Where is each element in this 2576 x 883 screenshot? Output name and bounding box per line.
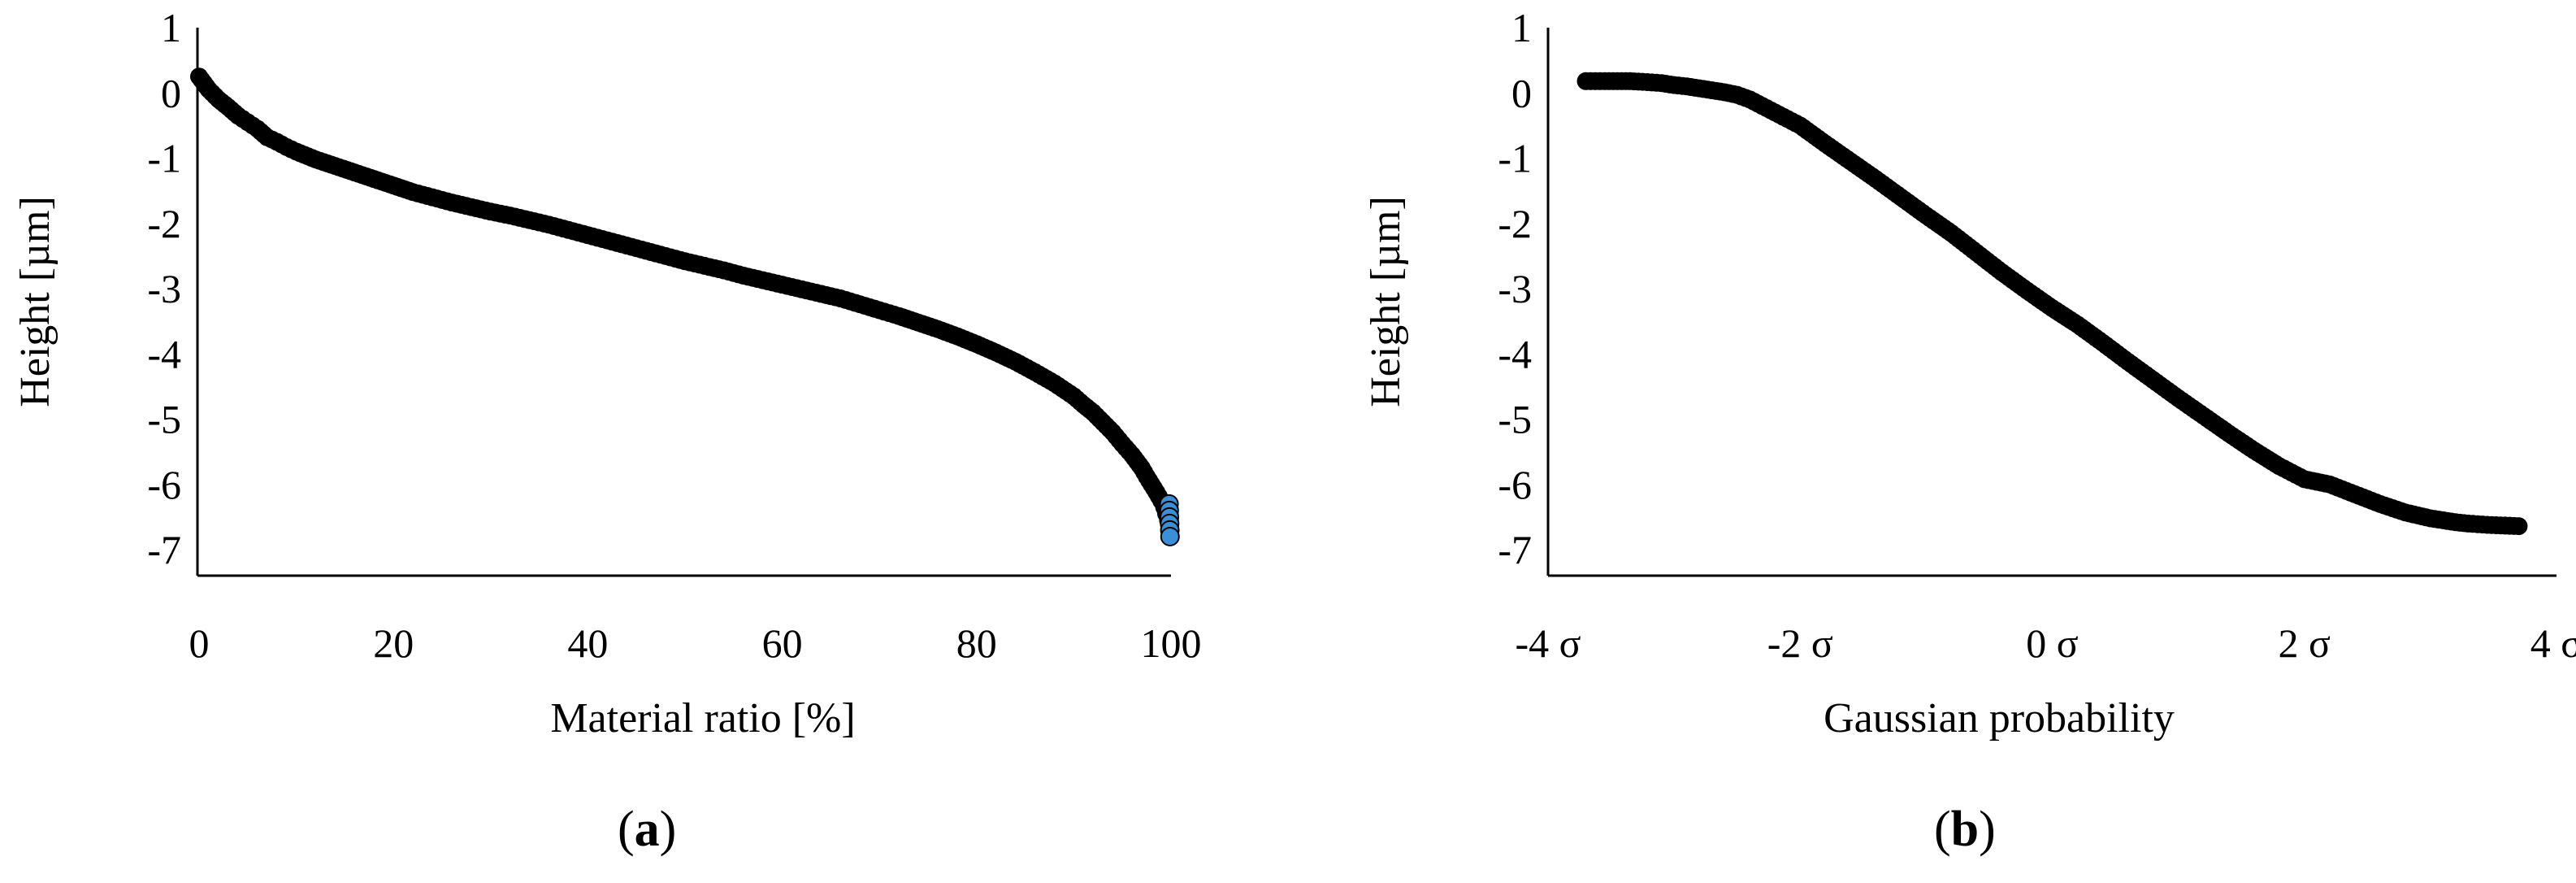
x-axis-title: Gaussian probability: [1824, 695, 2175, 742]
y-tick-label: -2: [1498, 201, 1532, 246]
y-axis-title: Height [µm]: [1363, 196, 1409, 407]
x-tick-label: 20: [373, 620, 414, 666]
y-tick-label: -6: [147, 462, 181, 507]
y-tick-label: 1: [1511, 5, 1532, 50]
y-tick-label: -5: [1498, 397, 1532, 442]
panel-a: 1 0 -1 -2 -3 -4 -5 -6 -7 0 20 40 60 80 100 Material rat…: [12, 5, 1202, 857]
y-axis-title: Height [µm]: [12, 196, 59, 407]
panel-label: (a): [618, 802, 676, 857]
y-tick-label: -3: [147, 266, 181, 311]
panel-b: 1 0 -1 -2 -3 -4 -5 -6 -7 -4 σ -2 σ 0 σ 2 σ 4 σ Gaussia…: [1363, 5, 2576, 857]
y-tick-label: -5: [147, 397, 181, 442]
y-tick-label: -3: [1498, 266, 1532, 311]
data-series: [1159, 494, 1180, 546]
y-tick-label: 0: [1511, 70, 1532, 115]
y-tick-label: -4: [1498, 331, 1532, 376]
y-tick-label: -1: [1498, 136, 1532, 181]
x-tick-label: -2 σ: [1767, 620, 1833, 666]
data-series: [190, 67, 1178, 534]
panel-label: (b): [1934, 802, 1996, 857]
x-tick-label: 80: [956, 620, 997, 666]
y-tick-label: 1: [161, 5, 181, 50]
data-series: [1576, 72, 2528, 536]
x-tick-label: 60: [762, 620, 803, 666]
y-tick-label: 0: [161, 70, 181, 115]
x-tick-label: -4 σ: [1515, 620, 1581, 666]
x-tick-label: 100: [1141, 620, 1202, 666]
x-tick-label: 0: [189, 620, 210, 666]
x-tick-label: 2 σ: [2279, 620, 2331, 666]
x-axis-title: Material ratio [%]: [550, 695, 855, 742]
y-tick-label: -7: [147, 527, 181, 572]
x-tick-label: 0 σ: [2026, 620, 2079, 666]
y-tick-label: -1: [147, 136, 181, 181]
data-point: [1160, 526, 1180, 546]
x-tick-label: 40: [567, 620, 608, 666]
y-tick-label: -7: [1498, 527, 1532, 572]
data-point: [2509, 517, 2528, 536]
y-tick-label: -6: [1498, 462, 1532, 507]
x-tick-label: 4 σ: [2530, 620, 2576, 666]
y-tick-label: -4: [147, 331, 181, 376]
y-tick-label: -2: [147, 201, 181, 246]
